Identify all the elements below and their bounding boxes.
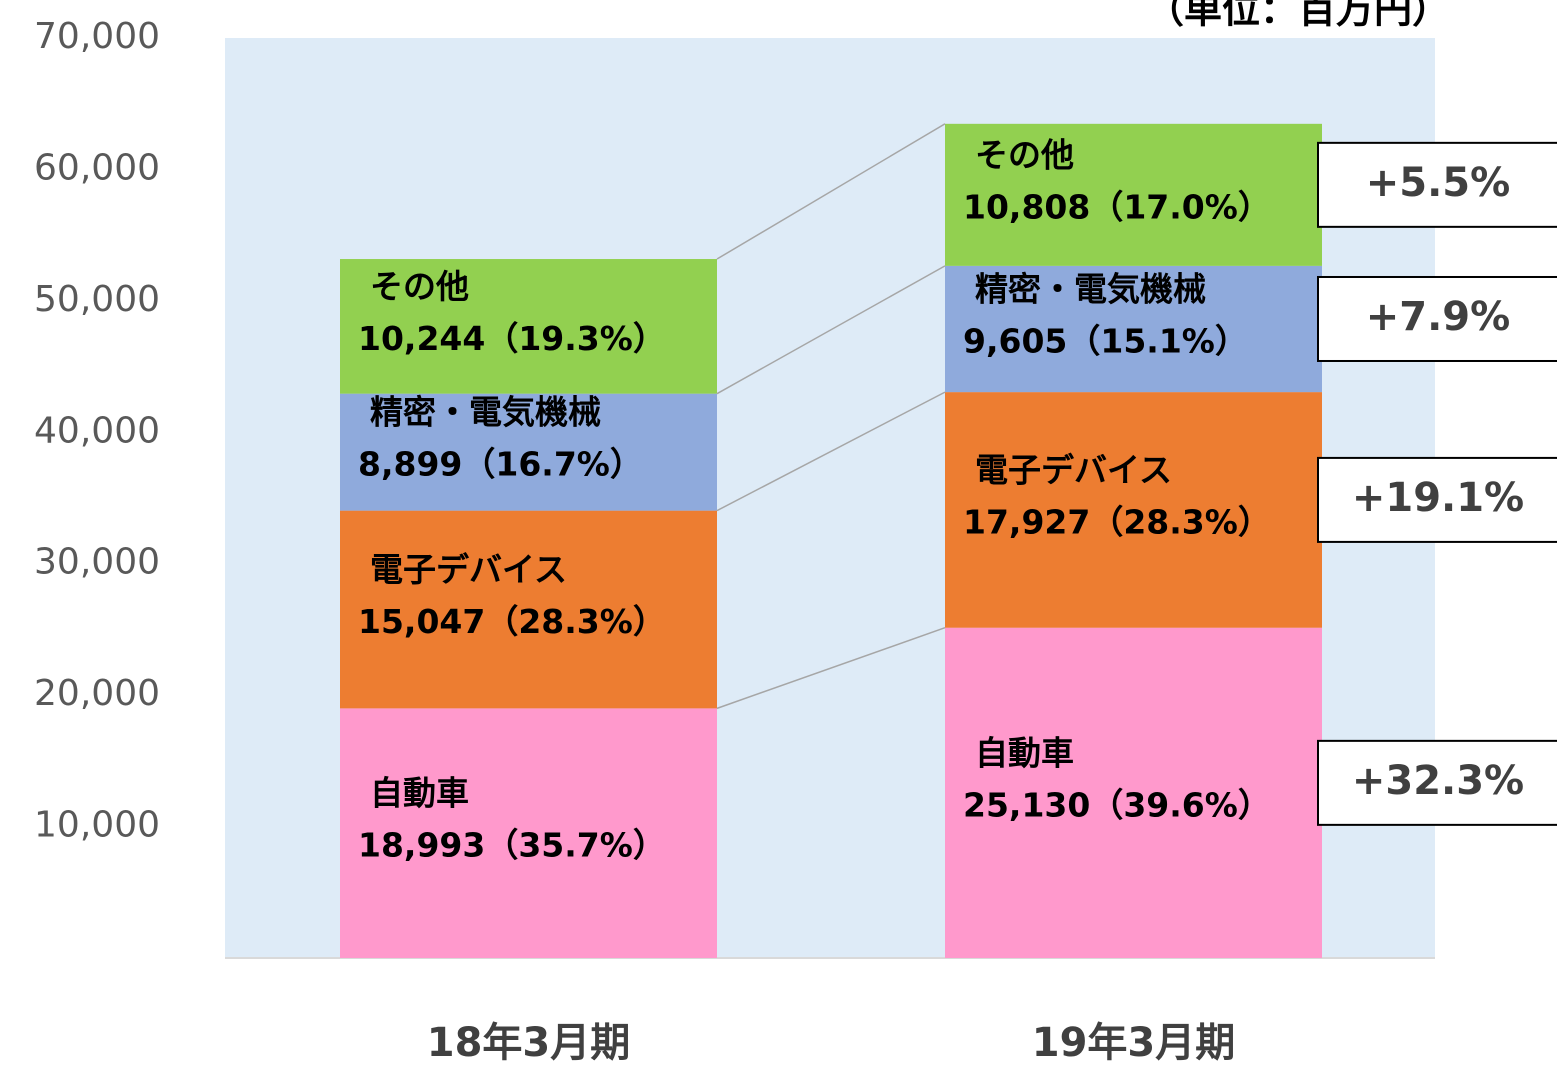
bar-segment xyxy=(340,259,717,394)
segment-name: 電子デバイス xyxy=(975,450,1172,489)
bar-segment xyxy=(945,123,1322,266)
data-label: 25,130（39.6%） xyxy=(963,785,1271,824)
segment-name: 精密・電気機械 xyxy=(370,393,601,432)
segment-name: 電子デバイス xyxy=(370,550,567,589)
data-label: 9,605（15.1%） xyxy=(963,321,1248,360)
y-tick-label: 40,000 xyxy=(34,410,160,451)
change-box xyxy=(1317,275,1557,362)
segment-name: その他 xyxy=(975,135,1074,174)
y-tick-label: 30,000 xyxy=(34,542,160,583)
data-label: 10,244（19.3%） xyxy=(358,319,666,358)
bar-segment xyxy=(340,510,717,709)
data-label: 10,808（17.0%） xyxy=(963,187,1271,226)
data-label: 17,927（28.3%） xyxy=(963,502,1271,541)
change-box xyxy=(1317,456,1557,543)
y-tick-label: 50,000 xyxy=(34,279,160,320)
segment-name: 自動車 xyxy=(370,774,469,813)
change-label: +19.1% xyxy=(1352,475,1524,521)
data-label: 18,993（35.7%） xyxy=(358,826,666,865)
change-label: +5.5% xyxy=(1366,160,1510,206)
y-tick-label: 70,000 xyxy=(34,16,160,57)
data-label: 8,899（16.7%） xyxy=(358,445,643,484)
change-box xyxy=(1317,141,1557,228)
bar-segment xyxy=(945,627,1322,958)
y-tick-label: 20,000 xyxy=(34,673,160,714)
x-tick-label: 19年3月期 xyxy=(1032,1020,1236,1066)
connector-line xyxy=(716,265,946,395)
x-tick-label: 18年3月期 xyxy=(427,1020,631,1066)
y-tick-label: 10,000 xyxy=(34,805,160,846)
connector-line xyxy=(716,627,946,710)
segment-name: 精密・電気機械 xyxy=(975,269,1206,308)
segment-name: その他 xyxy=(370,267,469,306)
bar-segment xyxy=(945,265,1322,393)
change-label: +7.9% xyxy=(1366,294,1510,340)
bar-segment xyxy=(340,708,717,958)
bar-segment xyxy=(340,393,717,511)
segment-name: 自動車 xyxy=(975,733,1074,772)
change-box xyxy=(1317,739,1557,826)
unit-label: （単位：百万円） xyxy=(1146,0,1450,32)
data-label: 15,047（28.3%） xyxy=(358,602,666,641)
bar-segment xyxy=(945,392,1322,628)
y-tick-label: 60,000 xyxy=(34,147,160,188)
connector-line xyxy=(716,123,946,260)
connector-line xyxy=(716,391,946,512)
change-label: +32.3% xyxy=(1352,758,1524,804)
